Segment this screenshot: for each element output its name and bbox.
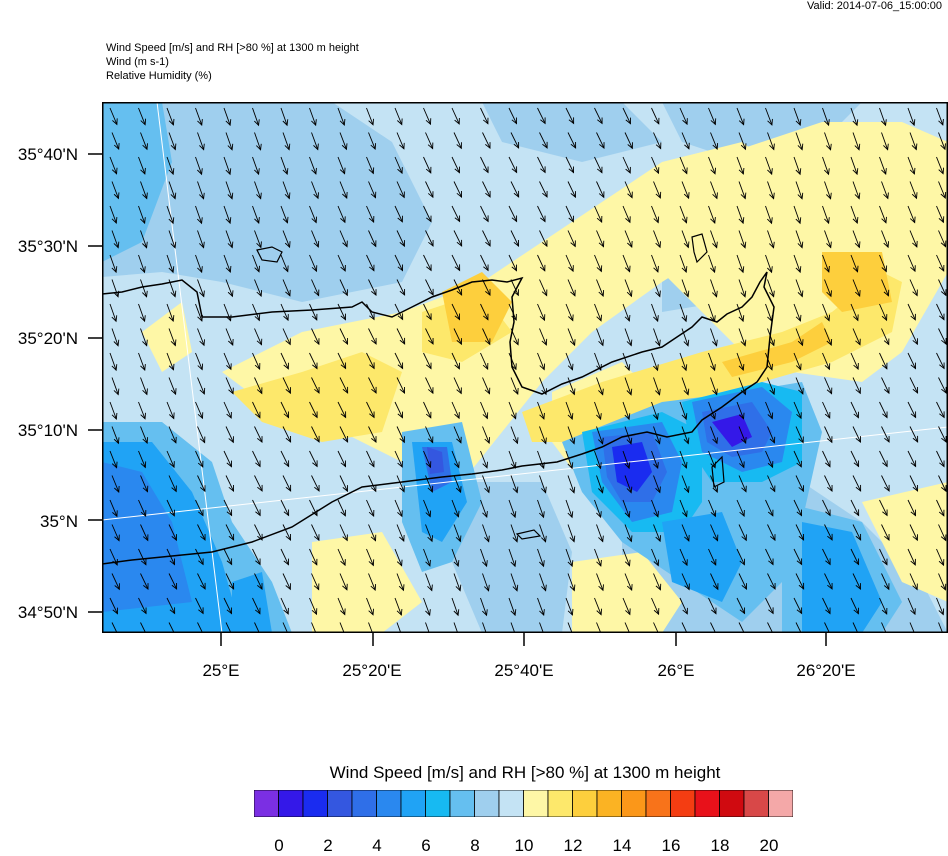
header-rh: Relative Humidity (%)	[106, 70, 212, 83]
colorbar-swatch	[573, 790, 598, 817]
colorbar-tick-label: 14	[602, 836, 642, 856]
colorbar-swatch	[377, 790, 402, 817]
colorbar-swatch	[769, 790, 794, 817]
lat-label: 35°20'N	[0, 329, 78, 349]
colorbar-tick-label: 12	[553, 836, 593, 856]
weather-map	[102, 102, 948, 633]
colorbar-swatch	[548, 790, 573, 817]
lat-label: 35°N	[0, 512, 78, 532]
lat-label: 35°40'N	[0, 145, 78, 165]
colorbar-tick-label: 10	[504, 836, 544, 856]
colorbar-tick-label: 16	[651, 836, 691, 856]
colorbar-swatch	[646, 790, 671, 817]
lon-label: 25°E	[171, 661, 271, 681]
colorbar-swatch	[597, 790, 622, 817]
lon-label: 25°20'E	[322, 661, 422, 681]
lat-ticks	[86, 100, 106, 640]
colorbar-swatch	[744, 790, 769, 817]
header-wind: Wind (m s-1)	[106, 56, 169, 69]
colorbar-swatch	[352, 790, 377, 817]
colorbar-tick-label: 2	[308, 836, 348, 856]
colorbar-swatch	[303, 790, 328, 817]
colorbar-swatch	[401, 790, 426, 817]
lon-ticks	[100, 630, 948, 650]
colorbar-swatch	[720, 790, 745, 817]
lon-label: 25°40'E	[474, 661, 574, 681]
lon-label: 26°20'E	[776, 661, 876, 681]
header-title: Wind Speed [m/s] and RH [>80 %] at 1300 …	[106, 42, 359, 55]
colorbar-swatch	[426, 790, 451, 817]
lat-label: 34°50'N	[0, 603, 78, 623]
colorbar-swatch	[524, 790, 549, 817]
colorbar-swatch	[695, 790, 720, 817]
lon-label: 26°E	[626, 661, 726, 681]
colorbar-swatch	[450, 790, 475, 817]
colorbar-tick-label: 8	[455, 836, 495, 856]
colorbar-tick-label: 6	[406, 836, 446, 856]
colorbar-swatch	[622, 790, 647, 817]
colorbar-swatch	[254, 790, 279, 817]
colorbar-tick-label: 20	[749, 836, 789, 856]
colorbar-swatch	[475, 790, 500, 817]
colorbar	[254, 790, 793, 817]
colorbar-title: Wind Speed [m/s] and RH [>80 %] at 1300 …	[200, 763, 850, 783]
valid-time-label: Valid: 2014-07-06_15:00:00	[807, 0, 942, 12]
lat-label: 35°30'N	[0, 237, 78, 257]
colorbar-swatch	[499, 790, 524, 817]
colorbar-swatch	[279, 790, 304, 817]
colorbar-tick-label: 18	[700, 836, 740, 856]
colorbar-swatch	[328, 790, 353, 817]
colorbar-tick-label: 0	[259, 836, 299, 856]
colorbar-swatch	[671, 790, 696, 817]
colorbar-tick-label: 4	[357, 836, 397, 856]
lat-label: 35°10'N	[0, 421, 78, 441]
